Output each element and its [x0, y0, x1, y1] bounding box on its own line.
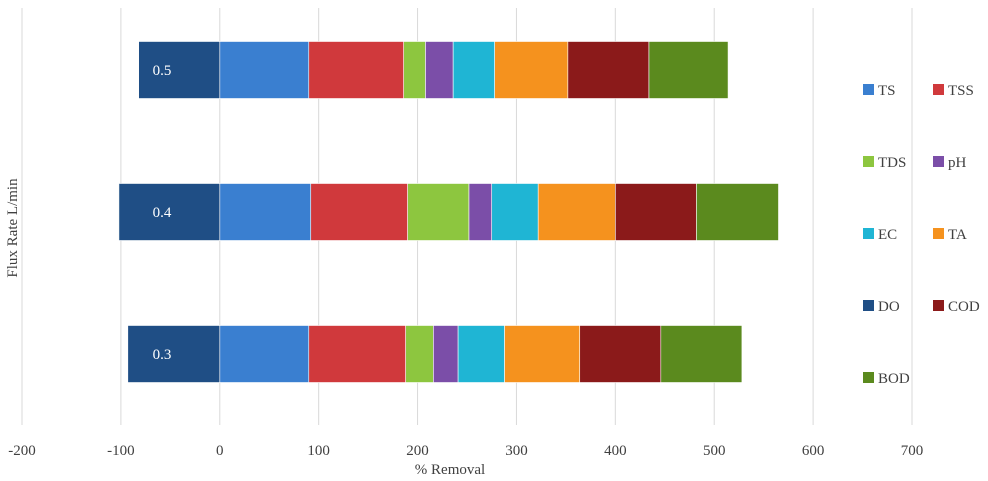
legend-label: TSS: [948, 83, 974, 99]
bar-segment-do: [127, 325, 221, 383]
category-label: 0.4: [153, 205, 172, 221]
bar-segment-ph: [468, 183, 493, 241]
x-tick-label: 700: [901, 443, 924, 459]
bar-segment-cod: [615, 183, 697, 241]
bar-segment-ts: [219, 183, 312, 241]
legend-swatch-ec: [863, 228, 874, 239]
legend-swatch-cod: [933, 300, 944, 311]
bar-segment-tds: [403, 41, 426, 99]
bar-segment-cod: [567, 41, 650, 99]
bar-segment-ec: [491, 183, 539, 241]
legend-swatch-tss: [933, 84, 944, 95]
x-tick-label: 0: [216, 443, 224, 459]
legend-swatch-ph: [933, 156, 944, 167]
bar-segment-tss: [310, 183, 408, 241]
bar-segment-ta: [504, 325, 581, 383]
x-tick-label: -200: [8, 443, 36, 459]
category-label: 0.3: [153, 347, 172, 363]
legend-label: TS: [878, 83, 896, 99]
y-axis-title: Flux Rate L/min: [5, 178, 21, 278]
bar-segment-ec: [452, 41, 495, 99]
bar-segment-ph: [433, 325, 459, 383]
bar-segment-ts: [219, 41, 310, 99]
bar-segment-tss: [308, 325, 406, 383]
x-tick-label: 300: [505, 443, 528, 459]
bar-segment-ta: [537, 183, 616, 241]
bar-segment-ec: [457, 325, 505, 383]
bar-segment-bod: [648, 41, 729, 99]
bar-segment-ph: [425, 41, 454, 99]
bar-segment-ts: [219, 325, 310, 383]
bars: [118, 41, 779, 383]
bar-segment-do: [118, 183, 221, 241]
legend-label: DO: [878, 299, 900, 315]
legend: TS TSS TDS pH EC TA DO COD BOD: [863, 83, 980, 387]
legend-swatch-bod: [863, 372, 874, 383]
x-tick-labels: -200 -100 0 100 200 300 400 500 600 700: [8, 443, 923, 459]
legend-swatch-ta: [933, 228, 944, 239]
category-label: 0.5: [153, 63, 172, 79]
bar-segment-bod: [660, 325, 743, 383]
x-tick-label: 500: [703, 443, 726, 459]
bar-segment-ta: [494, 41, 569, 99]
bar-segment-tss: [308, 41, 405, 99]
x-tick-label: 100: [307, 443, 330, 459]
bar-segment-cod: [579, 325, 662, 383]
x-tick-label: 400: [604, 443, 627, 459]
x-tick-label: 600: [802, 443, 825, 459]
legend-label: pH: [948, 155, 967, 171]
bar-segment-tds: [407, 183, 470, 241]
legend-label: EC: [878, 227, 897, 243]
legend-label: TDS: [878, 155, 906, 171]
legend-swatch-do: [863, 300, 874, 311]
legend-label: COD: [948, 299, 980, 315]
legend-label: BOD: [878, 371, 910, 387]
x-tick-label: 200: [406, 443, 429, 459]
legend-swatch-ts: [863, 84, 874, 95]
category-labels: 0.5 0.4 0.3: [153, 63, 172, 363]
bar-segment-do: [138, 41, 221, 99]
bar-segment-tds: [405, 325, 434, 383]
bar-segment-bod: [696, 183, 779, 241]
x-tick-label: -100: [107, 443, 135, 459]
x-axis-title: % Removal: [415, 462, 485, 478]
legend-label: TA: [948, 227, 967, 243]
legend-swatch-tds: [863, 156, 874, 167]
